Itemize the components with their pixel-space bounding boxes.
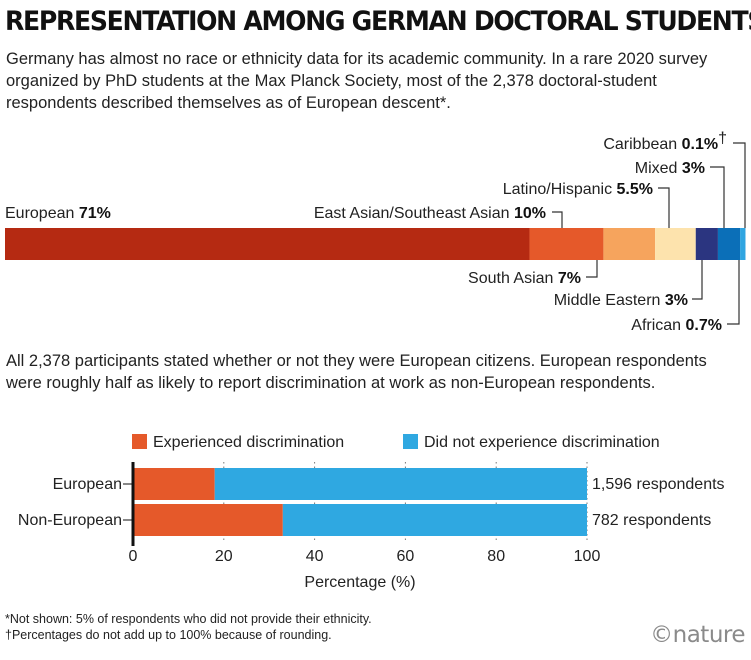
label-value-european: 71% (79, 205, 111, 222)
segment-south-asian (603, 228, 656, 260)
label-name-european: European (5, 205, 79, 222)
label-african: African 0.7% (631, 317, 722, 334)
respondents-european: 1,596 respondents (592, 476, 725, 493)
bar-non-european-did-not-experience-discrimination (282, 504, 587, 536)
label-east-asian-southeast-asian: East Asian/Southeast Asian 10% (314, 205, 546, 222)
leader-line-middle-eastern (692, 260, 703, 300)
legend-label-did-not-experience-discrimination: Did not experience discrimination (424, 434, 660, 451)
segment-middle-eastern (695, 228, 718, 260)
x-tick-label-100: 100 (574, 548, 601, 565)
leader-line-east-asian-southeast-asian (552, 211, 563, 228)
leader-line-african (727, 260, 740, 325)
x-tick-label-0: 0 (129, 548, 138, 565)
leader-line-caribbean (733, 142, 746, 228)
segment-latino-hispanic (655, 228, 696, 260)
label-name-south-asian: South Asian (468, 270, 558, 287)
label-value-caribbean: 0.1% (682, 136, 718, 153)
footnote-not-shown: *Not shown: 5% of respondents who did no… (5, 612, 372, 626)
label-value-south-asian: 7% (558, 270, 581, 287)
label-name-middle-eastern: Middle Eastern (554, 292, 665, 309)
label-dagger-caribbean: † (718, 130, 727, 147)
leader-line-south-asian (586, 260, 598, 278)
legend-swatch-did-not-experience-discrimination (403, 434, 418, 449)
category-label-non-european: Non-European (18, 512, 122, 529)
segment-caribbean (745, 228, 746, 260)
segment-african (740, 228, 746, 260)
label-name-mixed: Mixed (635, 160, 682, 177)
label-name-caribbean: Caribbean (603, 136, 681, 153)
label-value-latino-hispanic: 5.5% (617, 181, 653, 198)
label-value-middle-eastern: 3% (665, 292, 688, 309)
discrimination-stacked-bar-chart: Experienced discrimination Did not experi… (18, 434, 725, 591)
leader-line-latino-hispanic (658, 187, 670, 228)
leader-line-mixed (710, 166, 725, 228)
label-caribbean: Caribbean 0.1%† (603, 130, 727, 153)
legend-label-experienced-discrimination: Experienced discrimination (153, 434, 344, 451)
bar-european-experienced-discrimination (133, 468, 215, 500)
label-name-african: African (631, 317, 685, 334)
bar-non-european-experienced-discrimination (133, 504, 283, 536)
label-value-mixed: 3% (682, 160, 705, 177)
intro-text: Germany has almost no race or ethnicity … (6, 50, 708, 112)
label-south-asian: South Asian 7% (468, 270, 581, 287)
x-tick-label-20: 20 (215, 548, 233, 565)
label-name-east-asian-southeast-asian: East Asian/Southeast Asian (314, 205, 514, 222)
label-mixed: Mixed 3% (635, 160, 705, 177)
legend-swatch-experienced-discrimination (132, 434, 147, 449)
label-value-african: 0.7% (686, 317, 722, 334)
label-middle-eastern: Middle Eastern 3% (554, 292, 688, 309)
segment-european (5, 228, 530, 260)
middle-text: All 2,378 participants stated whether or… (6, 352, 707, 392)
x-tick-label-40: 40 (306, 548, 324, 565)
label-latino-hispanic: Latino/Hispanic 5.5% (503, 181, 653, 198)
label-name-latino-hispanic: Latino/Hispanic (503, 181, 617, 198)
nature-logo: ©nature (650, 622, 745, 648)
label-value-east-asian-southeast-asian: 10% (514, 205, 546, 222)
category-label-european: European (53, 476, 122, 493)
segment-mixed (717, 228, 741, 260)
x-tick-label-60: 60 (397, 548, 415, 565)
x-axis-label: Percentage (%) (304, 574, 415, 591)
footnote-rounding: †Percentages do not add up to 100% becau… (5, 628, 332, 642)
respondents-non-european: 782 respondents (592, 512, 711, 529)
chart-title: REPRESENTATION AMONG GERMAN DOCTORAL STU… (5, 6, 751, 37)
label-european: European 71% (5, 205, 111, 222)
bar-european-did-not-experience-discrimination (214, 468, 587, 500)
x-tick-label-80: 80 (487, 548, 505, 565)
segment-east-asian-southeast-asian (529, 228, 604, 260)
ethnicity-stacked-bar-chart: European 71% East Asian/Southeast Asian 1… (5, 130, 746, 334)
